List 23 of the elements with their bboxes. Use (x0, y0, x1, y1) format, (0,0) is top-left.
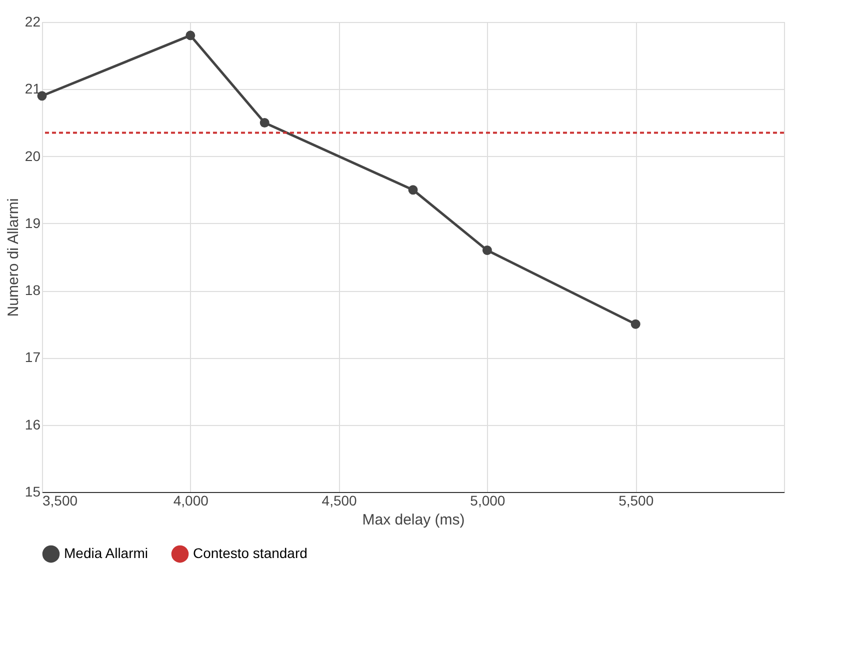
point (408, 185, 418, 195)
x-axis-title: Max delay (ms) (362, 512, 465, 528)
legend-label: Contesto standard (193, 545, 308, 562)
y-tick-label: 22 (24, 14, 41, 30)
x-tick-label: 5,000 (470, 492, 506, 508)
x-tick-label: 5,500 (618, 492, 654, 508)
point (260, 118, 270, 128)
point (482, 246, 492, 256)
point (630, 319, 640, 329)
y-tick-label: 21 (24, 80, 41, 97)
y-tick-label: 20 (24, 148, 41, 164)
y-tick-label: 18 (24, 282, 41, 298)
x-tick-label: 4,000 (173, 492, 209, 508)
y-tick-label: 19 (24, 214, 41, 231)
point (186, 30, 196, 40)
y-tick-label: 17 (24, 349, 41, 366)
x-tick-label: 3,500 (42, 492, 78, 508)
y-tick-label: 16 (24, 416, 41, 432)
y-axis-title: Numero di Allarmi (4, 198, 22, 317)
legend-label: Media Allarmi (64, 545, 148, 562)
y-tick-label: 15 (24, 484, 41, 500)
x-tick-label: 4,500 (322, 492, 358, 508)
point (37, 91, 47, 101)
